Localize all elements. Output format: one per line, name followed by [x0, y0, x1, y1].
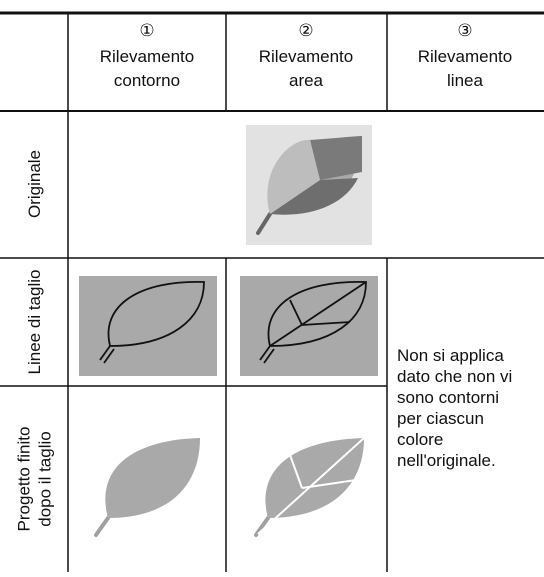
column-label: contorno — [114, 71, 180, 90]
cut-lines-area — [240, 276, 378, 376]
cut-lines-contour — [79, 276, 217, 376]
note-line: sono contorni — [397, 388, 499, 407]
column-label: area — [289, 71, 324, 90]
note-line: colore — [397, 430, 443, 449]
table-grid — [0, 11, 544, 572]
note-line: nell'originale. — [397, 451, 496, 470]
row-label: Progetto finito — [15, 427, 34, 532]
finished-contour — [94, 438, 200, 537]
original-image — [246, 125, 372, 245]
column-label: linea — [447, 71, 483, 90]
column-label: Rilevamento — [259, 47, 354, 66]
note-line: Non si applica — [397, 346, 504, 365]
column-label: Rilevamento — [100, 47, 195, 66]
note-line: dato che non vi — [397, 367, 512, 386]
row-label: Originale — [25, 150, 44, 218]
column-number: ② — [298, 21, 313, 40]
finished-area — [254, 437, 365, 537]
column-number: ③ — [457, 21, 472, 40]
row-label: Linee di taglio — [25, 270, 44, 375]
note-line: per ciascun — [397, 409, 484, 428]
column-number: ① — [139, 21, 154, 40]
column-label: Rilevamento — [418, 47, 513, 66]
row-label: dopo il taglio — [36, 431, 55, 526]
